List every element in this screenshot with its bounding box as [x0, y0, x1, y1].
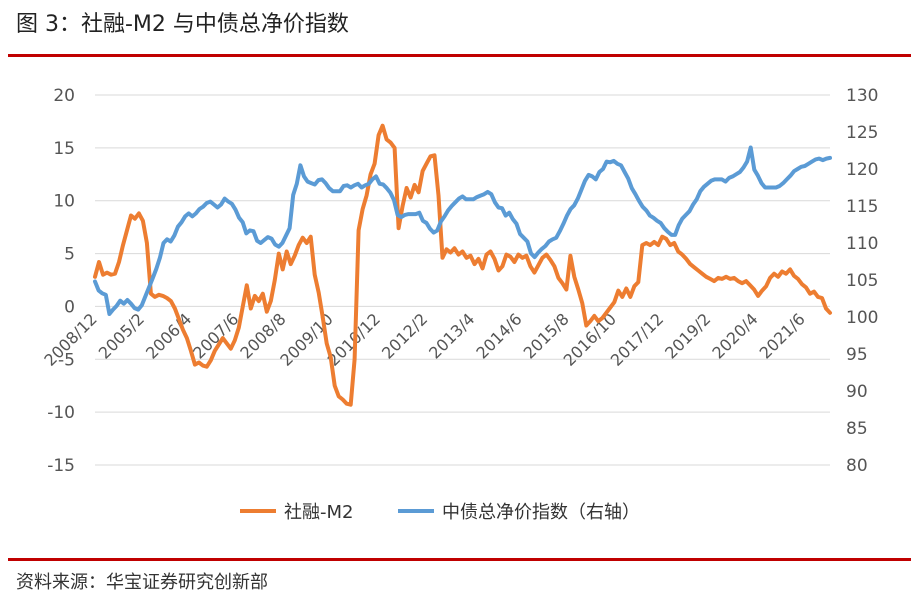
right-tick-label: 125	[846, 123, 878, 143]
left-tick-label: -10	[47, 403, 75, 423]
source-note: 资料来源：华宝证券研究创新部	[16, 572, 268, 593]
right-axis-ticks: 130 125 120 115 110 105 100 95 90 85 80	[846, 86, 878, 476]
right-tick-label: 110	[846, 234, 878, 254]
gridlines	[95, 94, 830, 466]
left-tick-label: -15	[47, 456, 75, 476]
left-tick-label: 20	[53, 86, 75, 106]
x-tick-label: 2020/4	[708, 309, 761, 362]
right-tick-label: 85	[846, 419, 868, 439]
x-axis-ticks: 2008/122005/22006/42007/62008/82009/1020…	[40, 309, 808, 369]
left-tick-label: 10	[53, 192, 75, 212]
right-tick-label: 130	[846, 86, 878, 106]
left-axis-ticks: 20 15 10 5 0 -5 -10 -15	[47, 86, 75, 476]
right-tick-label: 80	[846, 456, 868, 476]
page-title: 图 3：社融-M2 与中债总净价指数	[16, 12, 349, 37]
left-tick-label: 5	[64, 245, 75, 265]
right-tick-label: 115	[846, 197, 878, 217]
title-divider	[8, 54, 911, 57]
x-tick-label: 2019/2	[661, 309, 714, 362]
left-tick-label: -5	[58, 350, 75, 370]
series-lines	[93, 123, 832, 407]
x-tick-label: 2013/4	[425, 309, 478, 362]
right-tick-label: 95	[846, 345, 868, 365]
right-tick-label: 120	[846, 160, 878, 180]
legend-label-orange: 社融-M2	[284, 502, 353, 523]
chart-legend: 社融-M2 中债总净价指数（右轴）	[240, 502, 640, 523]
right-tick-label: 90	[846, 382, 868, 402]
series-line-orange	[93, 123, 832, 407]
footer-divider	[8, 558, 911, 561]
x-tick-label: 2012/2	[378, 309, 431, 362]
left-tick-label: 15	[53, 139, 75, 159]
x-tick-label: 2021/6	[756, 309, 809, 362]
right-tick-label: 100	[846, 308, 878, 328]
series-line-blue	[93, 145, 832, 316]
x-tick-label: 2017/12	[607, 309, 667, 369]
legend-label-blue: 中债总净价指数（右轴）	[442, 502, 640, 523]
x-tick-label: 2005/2	[95, 309, 148, 362]
right-tick-label: 105	[846, 271, 878, 291]
left-tick-label: 0	[64, 297, 75, 317]
x-tick-label: 2014/6	[472, 309, 525, 362]
